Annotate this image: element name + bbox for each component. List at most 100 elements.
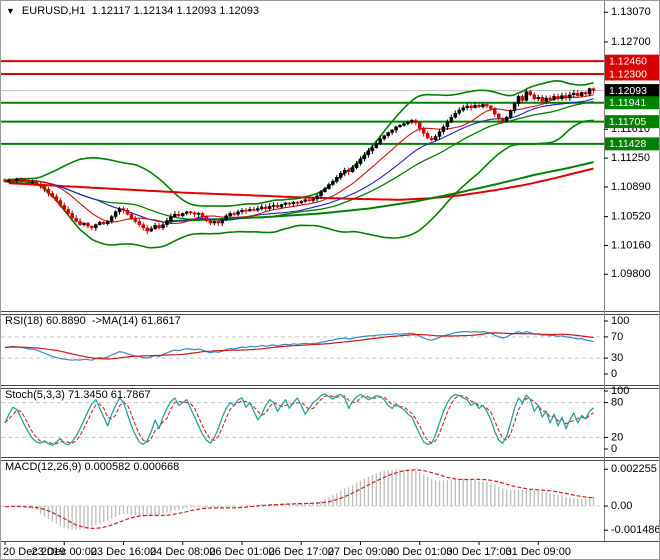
indicator-axis-label: 30 (611, 352, 623, 364)
candle-body (489, 105, 493, 109)
price-axis-label: 1.12700 (611, 36, 651, 48)
indicator-axis-label: 0.002255 (611, 463, 657, 475)
candle-body (346, 169, 351, 172)
symbol-dropdown-icon[interactable]: ▼ (6, 6, 15, 16)
price-badge (605, 137, 659, 151)
candle-body (224, 215, 228, 221)
candle-body (105, 221, 110, 225)
bollinger-lower-band (4, 119, 594, 249)
candle-body (66, 209, 70, 214)
candle-body (188, 211, 193, 214)
time-axis-label: 30 Dec 17:00 (446, 546, 511, 558)
candle-body (137, 221, 142, 225)
candle-body (283, 202, 288, 205)
candle-body (425, 133, 430, 139)
candle-body (74, 217, 78, 222)
candle-body (429, 137, 434, 140)
candle-body (192, 212, 197, 215)
candle-body (469, 105, 473, 108)
candle-body (311, 198, 315, 201)
price-axis-label: 1.10160 (611, 239, 651, 251)
candle-body (54, 196, 59, 201)
candle-body (342, 169, 347, 174)
candle-body (181, 213, 185, 217)
ma-green-slow-line (166, 161, 594, 223)
candle-body (587, 88, 592, 95)
candle-body (236, 211, 240, 215)
candle-body (125, 209, 130, 215)
candle-body (540, 96, 544, 102)
candle-body (46, 189, 51, 194)
candle-body (34, 181, 39, 185)
candle-body (418, 122, 422, 129)
price-badge (605, 84, 659, 98)
candle-body (504, 117, 509, 122)
candle-body (30, 181, 35, 184)
candle-body (335, 177, 339, 182)
candle-body (133, 217, 138, 222)
time-axis-label: 26 Dec 01:00 (209, 546, 274, 558)
price-badge-label: 1.11941 (609, 97, 646, 109)
rsi-line (4, 331, 594, 361)
rsi-ma-line (4, 332, 594, 360)
price-badge-label: 1.11428 (609, 138, 646, 150)
candle-body (339, 173, 343, 178)
candle-body (62, 205, 66, 210)
indicator-axis-label: 0.00 (611, 500, 632, 512)
candle-body (362, 154, 367, 160)
candle-body (457, 109, 461, 114)
candle-body (591, 88, 596, 91)
candle-body (528, 91, 533, 96)
candle-body (465, 105, 469, 108)
candle-body (260, 206, 264, 209)
candle-body (508, 110, 513, 118)
candle-body (117, 208, 122, 213)
candle-body (19, 179, 23, 181)
candle-body (165, 220, 169, 225)
candle-body (331, 181, 335, 185)
candle-body (572, 92, 576, 96)
indicator-axis-label: 100 (611, 315, 629, 327)
price-axis-label: 1.13070 (611, 6, 651, 18)
indicator-axis-label: 80 (611, 397, 623, 409)
candle-body (26, 180, 31, 183)
candle-body (378, 138, 382, 144)
candle-body (307, 199, 311, 202)
candle-body (271, 205, 276, 207)
candle-body (177, 213, 181, 217)
candle-body (579, 92, 584, 96)
candle-body (524, 91, 529, 101)
candle-body (129, 213, 134, 219)
candle-body (109, 216, 114, 222)
chart-title-symbol: EURUSD,H1 (21, 5, 86, 17)
price-badge (605, 96, 659, 110)
price-badge (605, 115, 659, 129)
candle-body (433, 136, 438, 140)
price-badge (605, 67, 659, 81)
candle-body (90, 225, 94, 229)
candle-body (94, 224, 98, 229)
ma-red-slow-line (8, 167, 594, 201)
chart-header: ▼ EURUSD,H1 1.12117 1.12134 1.12093 1.120… (6, 5, 259, 17)
indicator-axis-label: 70 (611, 331, 623, 343)
time-axis-label: 27 Dec 09:00 (328, 546, 393, 558)
candle-body (544, 97, 548, 102)
candle-body (184, 211, 189, 214)
candle-body (350, 167, 355, 172)
candle-body (295, 201, 300, 204)
candle-body (497, 113, 501, 120)
candle-body (449, 117, 454, 123)
candle-body (82, 222, 86, 225)
candle-body (149, 228, 153, 232)
candle-body (516, 96, 521, 104)
candle-body (121, 208, 126, 211)
candle-body (267, 205, 272, 209)
indicator-axis-label: -0.001486 (611, 524, 660, 536)
candle-body (240, 209, 244, 213)
candle-body (327, 184, 331, 189)
macd-signal-line (4, 469, 594, 530)
price-axis-label: 1.10520 (611, 211, 651, 223)
candle-body (196, 213, 201, 215)
price-axis-label: 1.09800 (611, 268, 651, 280)
